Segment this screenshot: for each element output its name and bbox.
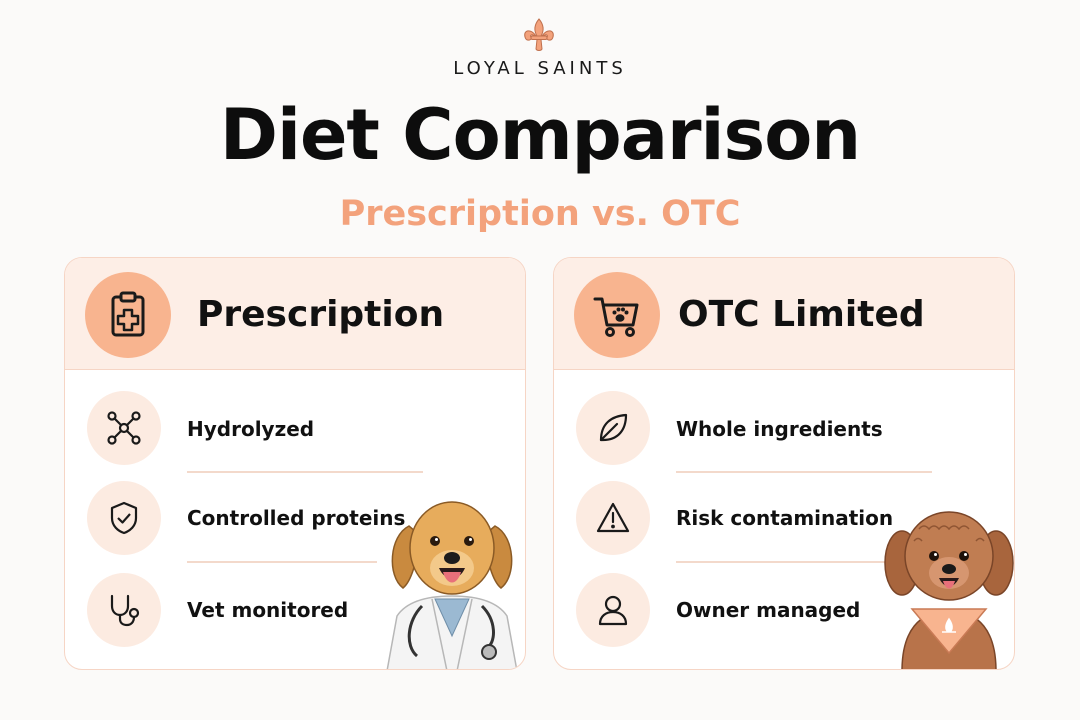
shopping-cart-paw-icon [574, 272, 660, 358]
divider [676, 471, 932, 473]
otc-limited-card: OTC Limited Whole ingredients Risk conta… [553, 257, 1015, 670]
user-icon [576, 573, 650, 647]
list-item-label: Controlled proteins [187, 506, 406, 530]
card-header: Prescription [65, 258, 525, 370]
divider [187, 471, 423, 473]
divider [187, 561, 377, 563]
list-item-label: Whole ingredients [676, 417, 883, 441]
shield-check-icon [87, 481, 161, 555]
list-item-label: Vet monitored [187, 598, 349, 622]
molecule-icon [87, 391, 161, 465]
list-item-label: Risk contamination [676, 506, 894, 530]
list-item-label: Owner managed [676, 598, 861, 622]
divider [676, 561, 912, 563]
stethoscope-icon [87, 573, 161, 647]
card-title: OTC Limited [678, 294, 925, 335]
golden-retriever-vet-illustration [377, 496, 525, 669]
fleur-de-lis-icon [519, 16, 559, 56]
card-header: OTC Limited [554, 258, 1014, 370]
page-subtitle: Prescription vs. OTC [339, 194, 741, 234]
page-title: Diet Comparison [219, 94, 861, 176]
warning-icon [576, 481, 650, 555]
list-item-label: Hydrolyzed [187, 417, 315, 441]
card-title: Prescription [197, 294, 445, 335]
doodle-dog-bandana-illustration [884, 501, 1014, 669]
prescription-card: Prescription Hydrolyzed Controlled prote… [64, 257, 526, 670]
leaf-icon [576, 391, 650, 465]
clipboard-medical-icon [85, 272, 171, 358]
brand-name: LOYAL SAINTS [453, 58, 627, 79]
